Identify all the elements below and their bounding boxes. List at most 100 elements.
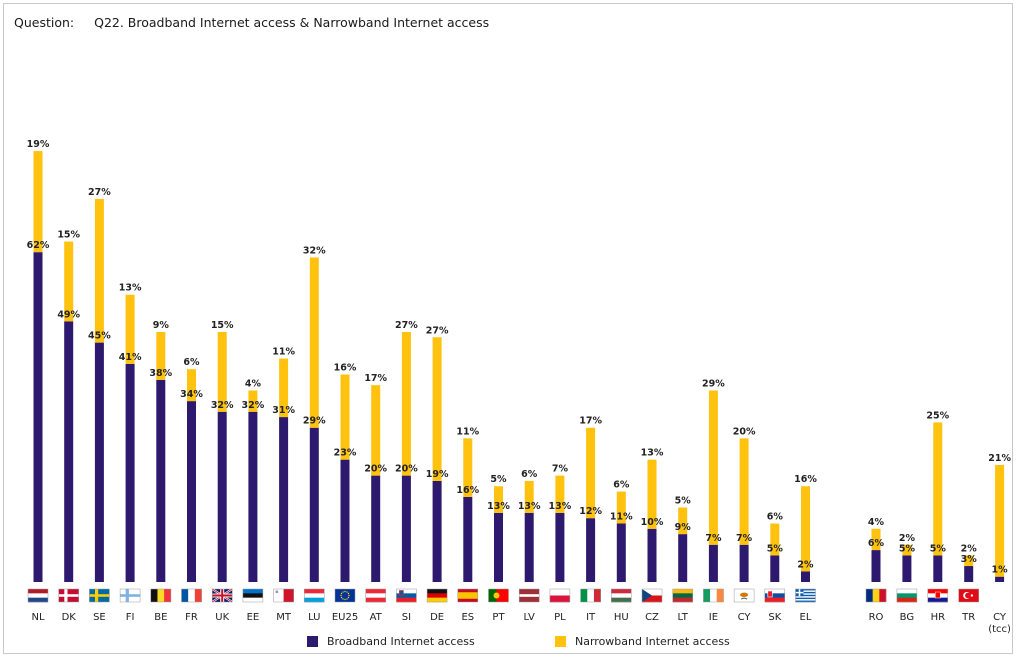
category-label-mt: MT: [276, 612, 292, 623]
value-label-narrowband-fr: 6%: [183, 357, 200, 368]
bar-broadband-nl: [33, 252, 43, 582]
value-label-broadband-es: 16%: [456, 485, 479, 496]
flag-fr-icon: [181, 588, 202, 603]
value-label-broadband-ee: 32%: [242, 400, 265, 411]
category-label-pt: PT: [492, 612, 505, 623]
value-label-narrowband-lu: 32%: [303, 245, 326, 256]
bar-narrowband-de: [432, 337, 442, 481]
bar-narrowband-lv: [524, 480, 534, 513]
category-label-cy: CY: [738, 612, 752, 623]
flag-it-icon: [580, 588, 601, 603]
bar-broadband-dk: [64, 321, 74, 582]
value-label-narrowband-ee: 4%: [245, 378, 262, 389]
category-label-ie: IE: [709, 612, 718, 623]
question-label: Question:: [14, 15, 75, 30]
bar-broadband-ro: [871, 550, 881, 582]
flag-ro-icon: [865, 588, 887, 603]
category-label-be: BE: [154, 612, 167, 623]
value-label-narrowband-cy-tcc: 21%: [988, 453, 1011, 464]
bar-narrowband-uk: [217, 331, 227, 412]
category-label-dk: DK: [62, 612, 77, 623]
value-label-narrowband-ro: 4%: [868, 517, 885, 528]
legend-swatch-narrowband: [555, 636, 566, 647]
value-label-broadband-at: 20%: [364, 464, 387, 475]
flag-el-icon: [795, 588, 816, 603]
value-label-narrowband-it: 17%: [579, 416, 602, 427]
value-label-broadband-hu: 11%: [610, 511, 633, 522]
category-label-ro: RO: [869, 612, 884, 623]
bar-broadband-lt: [678, 534, 688, 582]
value-label-broadband-it: 12%: [579, 506, 602, 517]
value-label-broadband-fi: 41%: [119, 352, 142, 363]
bar-broadband-cy: [739, 544, 749, 582]
bar-narrowband-cz: [647, 459, 657, 529]
category-label-fi: FI: [126, 612, 135, 623]
bar-narrowband-hu: [616, 491, 626, 524]
bar-broadband-tr: [964, 566, 974, 582]
bar-narrowband-be: [156, 331, 166, 380]
value-label-broadband-sk: 5%: [767, 543, 784, 554]
bar-narrowband-ee: [248, 390, 258, 412]
value-label-broadband-eu25: 23%: [334, 448, 357, 459]
bar-broadband-hu: [616, 523, 626, 582]
bar-broadband-uk: [217, 411, 227, 582]
category-label-lv: LV: [524, 612, 535, 623]
value-label-narrowband-lv: 6%: [521, 469, 538, 480]
bar-narrowband-mt: [279, 358, 289, 418]
value-label-broadband-se: 45%: [88, 331, 111, 342]
flag-nl-icon: [27, 588, 49, 603]
value-label-narrowband-de: 27%: [426, 325, 449, 336]
bar-broadband-hr: [933, 555, 943, 582]
bar-narrowband-ro: [871, 528, 881, 551]
value-label-narrowband-es: 11%: [456, 426, 479, 437]
category-label-it: IT: [586, 612, 596, 623]
value-label-broadband-tr: 3%: [961, 554, 978, 565]
bar-narrowband-dk: [64, 241, 74, 322]
category-label-hr: HR: [931, 612, 946, 623]
category-label-hu: HU: [614, 612, 629, 623]
value-label-narrowband-eu25: 16%: [334, 363, 357, 374]
category-label-uk: UK: [215, 612, 229, 623]
question-text: Q22. Broadband Internet access & Narrowb…: [94, 15, 490, 30]
legend-item-narrowband: Narrowband Internet access: [555, 635, 730, 648]
flag-pl-icon: [549, 588, 571, 603]
flag-lv-icon: [518, 588, 540, 603]
flag-lu-icon: [304, 588, 325, 603]
value-label-narrowband-lt: 5%: [675, 496, 692, 507]
bar-broadband-fr: [187, 401, 196, 582]
value-label-broadband-nl: 62%: [27, 240, 50, 251]
category-label-el: EL: [800, 612, 812, 623]
value-label-narrowband-mt: 11%: [272, 347, 295, 358]
value-label-broadband-cy-tcc: 1%: [992, 565, 1009, 576]
flag-ie-icon: [703, 588, 724, 603]
value-label-narrowband-hr: 25%: [926, 410, 949, 421]
bar-narrowband-fi: [125, 294, 135, 364]
value-label-narrowband-se: 27%: [88, 187, 111, 198]
bar-narrowband-tr: [964, 555, 974, 567]
bar-narrowband-bg: [902, 544, 912, 556]
flag-si-icon: [396, 588, 417, 603]
bar-broadband-si: [401, 475, 411, 582]
chart-frame: [3, 3, 1013, 654]
bar-narrowband-fr: [187, 369, 196, 402]
value-label-broadband-de: 19%: [426, 469, 449, 480]
flag-at-icon: [365, 588, 386, 603]
flag-eu-icon: [334, 588, 356, 603]
category-label-sk: SK: [768, 612, 781, 623]
value-label-narrowband-cy: 20%: [733, 426, 756, 437]
flag-cy-icon: [733, 588, 755, 603]
category-label-se: SE: [93, 612, 106, 623]
category-label-cy-tcc: CY (tcc): [988, 612, 1011, 635]
bar-narrowband-sk: [770, 523, 780, 556]
bar-narrowband-si: [401, 331, 411, 476]
bar-broadband-at: [371, 475, 381, 582]
bar-narrowband-se: [94, 198, 104, 343]
flag-tr-icon: [958, 588, 979, 603]
value-label-narrowband-dk: 15%: [57, 230, 80, 241]
bar-narrowband-el: [801, 486, 810, 572]
value-label-narrowband-si: 27%: [395, 320, 418, 331]
flag-sk-icon: [764, 588, 786, 603]
value-label-broadband-hr: 5%: [930, 543, 947, 554]
value-label-broadband-dk: 49%: [57, 309, 80, 320]
legend-label-broadband: Broadband Internet access: [327, 635, 475, 648]
